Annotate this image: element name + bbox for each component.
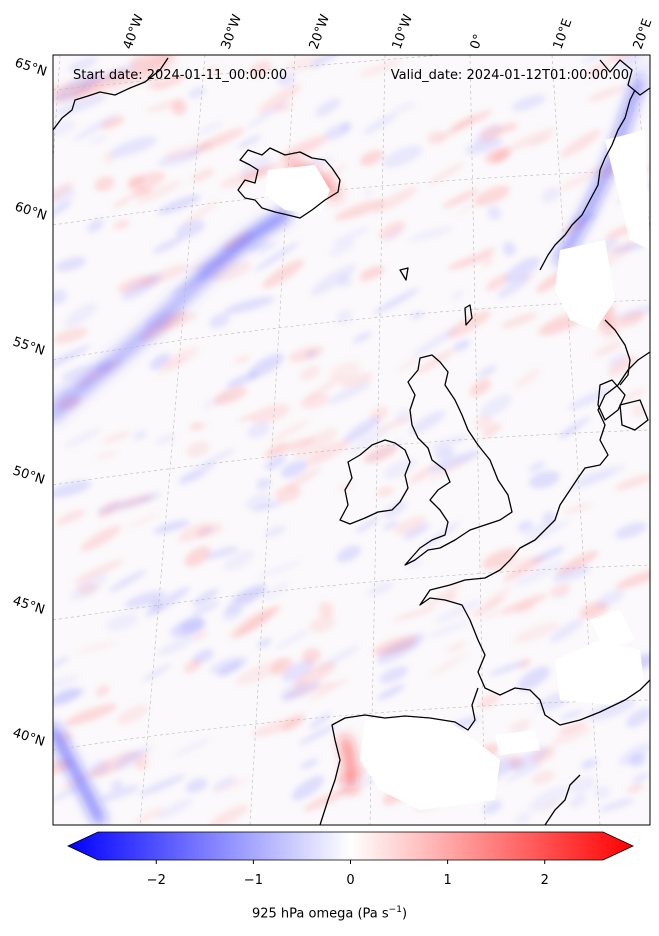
graticule: [53, 55, 650, 825]
greenland-coast: [53, 57, 169, 131]
missing-data-regions: [265, 130, 650, 810]
map-border: [52, 54, 651, 826]
lon-label: 20°E: [631, 17, 656, 52]
lon-label: 20°W: [307, 12, 333, 51]
iberia-coast: [319, 687, 479, 825]
colorbar-tick-label: −1: [244, 873, 263, 888]
latitude-labels: 65°N 60°N 55°N 50°N 45°N 40°N: [11, 56, 49, 750]
colorbar-ticks: −2 −1 0 1 2: [147, 860, 549, 888]
lon-label: 0°: [468, 32, 487, 51]
iceland-coast: [237, 147, 341, 219]
lat-label: 40°N: [11, 726, 47, 750]
colorbar-tick-label: 0: [346, 873, 354, 888]
colorbar-tick-label: 1: [443, 873, 451, 888]
lon-label: 10°W: [390, 12, 416, 51]
colorbar-label: 925 hPa omega (Pa s−1): [251, 905, 408, 922]
lon-label: 40°W: [121, 12, 147, 51]
colorbar: −2 −1 0 1 2: [67, 831, 634, 888]
lat-label: 65°N: [13, 56, 49, 80]
lat-label: 60°N: [13, 200, 49, 224]
colorbar-tick-label: 2: [541, 873, 549, 888]
colorbar-tick-label: −2: [147, 873, 166, 888]
ireland-coast: [339, 439, 411, 525]
colorbar-bar: [67, 831, 634, 861]
europe-coast: [419, 351, 650, 726]
start-date-label: Start date: 2024-01-11_00:00:00: [73, 68, 287, 83]
lat-label: 50°N: [11, 464, 47, 488]
lat-label: 55°N: [11, 335, 47, 359]
lat-label: 45°N: [11, 594, 47, 618]
lon-label: 30°W: [219, 12, 245, 51]
longitude-labels: 40°W 30°W 20°W 10°W 0° 10°E 20°E: [121, 12, 656, 51]
norway-coast: [539, 89, 636, 271]
coastlines: [53, 57, 650, 825]
lon-label: 10°E: [551, 17, 576, 52]
great-britain-coast: [404, 354, 513, 566]
map-panel: [52, 54, 651, 826]
valid-date-label: Valid_date: 2024-01-12T01:00:00.00: [391, 68, 629, 83]
